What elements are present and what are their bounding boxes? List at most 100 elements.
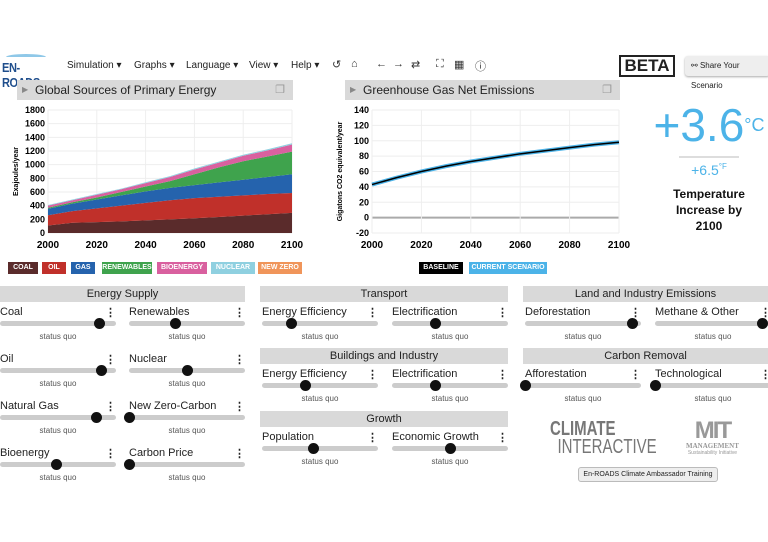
menu-help[interactable]: Help ▾ <box>291 60 320 71</box>
slider-track[interactable] <box>520 380 641 391</box>
slider-track[interactable] <box>392 318 508 329</box>
legend-new-zero[interactable]: NEW ZERO <box>258 262 302 274</box>
more-options-icon[interactable]: ⋮ <box>760 369 768 381</box>
slider-track[interactable] <box>0 459 116 470</box>
y-tick-label: 600 <box>30 187 45 197</box>
slider-track[interactable] <box>0 365 116 376</box>
legend-nuclear[interactable]: NUCLEAR <box>211 262 255 274</box>
slider-handle[interactable] <box>50 459 62 470</box>
slider-track[interactable] <box>655 318 768 329</box>
more-options-icon[interactable]: ⋮ <box>630 307 641 319</box>
more-options-icon[interactable]: ⋮ <box>497 432 508 444</box>
more-options-icon[interactable]: ⋮ <box>497 307 508 319</box>
slider-deforestation: Deforestation ⋮ status quo <box>525 306 641 341</box>
slider-handle[interactable] <box>626 318 638 329</box>
more-options-icon[interactable]: ⋮ <box>105 354 116 366</box>
repeat-icon[interactable]: ⇄ <box>411 59 421 71</box>
slider-track[interactable] <box>124 459 245 470</box>
energy-chart-header[interactable]: ▶ Global Sources of Primary Energy ❐ <box>17 80 293 100</box>
emissions-chart-header[interactable]: ▶ Greenhouse Gas Net Emissions ❐ <box>345 80 620 100</box>
share-scenario-button[interactable]: ⚯ Share Your Scenario <box>685 56 768 90</box>
slider-track[interactable] <box>525 318 641 329</box>
fullscreen-icon[interactable]: ⛶ <box>436 58 444 70</box>
slider-track[interactable] <box>650 380 768 391</box>
slider-track[interactable] <box>129 365 245 376</box>
undo-icon[interactable]: ↺ <box>332 59 342 71</box>
forward-icon[interactable]: → <box>393 58 404 70</box>
slider-handle[interactable] <box>429 318 441 329</box>
area-bioenergy <box>48 144 292 208</box>
more-options-icon[interactable]: ⋮ <box>367 432 378 444</box>
more-options-icon[interactable]: ⋮ <box>234 448 245 460</box>
legend-coal[interactable]: COAL <box>8 262 38 274</box>
copy-icon[interactable]: ❐ <box>602 84 612 96</box>
expand-icon[interactable]: ▶ <box>22 85 29 94</box>
slider-handle[interactable] <box>170 318 182 329</box>
more-options-icon[interactable]: ⋮ <box>367 369 378 381</box>
temp-fahrenheit: +6.5 <box>691 162 719 178</box>
copy-icon[interactable]: ❐ <box>275 84 285 96</box>
slider-handle[interactable] <box>650 380 661 391</box>
slider-handle[interactable] <box>95 365 107 376</box>
more-options-icon[interactable]: ⋮ <box>760 307 768 319</box>
slider-track[interactable] <box>262 443 378 454</box>
slider-technological: Technological ⋮ status quo <box>650 368 768 413</box>
more-options-icon[interactable]: ⋮ <box>367 307 378 319</box>
section-carbon-removal: Carbon Removal <box>523 348 768 364</box>
y-tick-label: 1600 <box>25 119 45 129</box>
slider-track[interactable] <box>262 380 378 391</box>
legend-oil[interactable]: OIL <box>42 262 66 274</box>
expand-icon[interactable]: ▶ <box>350 85 357 94</box>
menu-graphs[interactable]: Graphs ▾ <box>134 60 175 71</box>
more-options-icon[interactable]: ⋮ <box>497 369 508 381</box>
slider-handle[interactable] <box>520 380 531 391</box>
more-options-icon[interactable]: ⋮ <box>234 307 245 319</box>
slider-handle[interactable] <box>124 459 135 470</box>
legend-renewables[interactable]: RENEWABLES <box>102 262 152 274</box>
slider-handle[interactable] <box>308 443 320 454</box>
en-roads-logo[interactable]: EN-ROADS <box>2 54 50 90</box>
more-options-icon[interactable]: ⋮ <box>234 401 245 413</box>
back-icon[interactable]: ← <box>376 58 387 70</box>
menu-view[interactable]: View ▾ <box>249 60 279 71</box>
legend-bioenergy[interactable]: BIOENERGY <box>157 262 207 274</box>
slider-economic-growth: Economic Growth ⋮ status quo <box>392 431 508 466</box>
slider-nuclear: Nuclear ⋮ status quo <box>129 353 245 388</box>
slider-handle[interactable] <box>182 365 193 376</box>
slider-handle[interactable] <box>93 318 105 329</box>
more-options-icon[interactable]: ⋮ <box>105 307 116 319</box>
slider-track[interactable] <box>124 412 245 423</box>
area-nuclear <box>48 143 292 206</box>
info-icon[interactable]: ⓘ <box>475 61 486 73</box>
ambassador-training-button[interactable]: En-ROADS Climate Ambassador Training <box>578 467 718 482</box>
slider-track[interactable] <box>0 318 116 329</box>
more-options-icon[interactable]: ⋮ <box>105 448 116 460</box>
legend-baseline[interactable]: BASELINE <box>419 262 463 274</box>
legend-current-scenario[interactable]: CURRENT SCENARIO <box>469 262 547 274</box>
slider-track[interactable] <box>392 443 508 454</box>
slider-track[interactable] <box>0 412 116 423</box>
more-options-icon[interactable]: ⋮ <box>234 354 245 366</box>
section-growth: Growth <box>260 411 508 427</box>
x-tick-label: 2080 <box>232 240 255 251</box>
slider-track[interactable] <box>129 318 245 329</box>
y-tick-label: 1800 <box>25 105 45 115</box>
slider-track[interactable] <box>262 318 378 329</box>
legend-gas[interactable]: GAS <box>71 262 95 274</box>
table-icon[interactable]: ▦ <box>454 59 465 71</box>
menu-language[interactable]: Language ▾ <box>186 60 239 71</box>
slider-handle[interactable] <box>91 412 103 423</box>
slider-track[interactable] <box>392 380 508 391</box>
more-options-icon[interactable]: ⋮ <box>105 401 116 413</box>
slider-handle[interactable] <box>299 380 311 391</box>
more-options-icon[interactable]: ⋮ <box>630 369 641 381</box>
slider-handle[interactable] <box>124 412 135 423</box>
slider-handle[interactable] <box>445 443 456 454</box>
slider-handle[interactable] <box>286 318 297 329</box>
beta-badge: BETA <box>619 55 675 77</box>
slider-coal: Coal ⋮ status quo <box>0 306 116 341</box>
slider-handle[interactable] <box>756 318 768 329</box>
slider-handle[interactable] <box>429 380 441 391</box>
home-icon[interactable]: ⌂ <box>351 58 358 70</box>
menu-simulation[interactable]: Simulation ▾ <box>67 60 122 71</box>
